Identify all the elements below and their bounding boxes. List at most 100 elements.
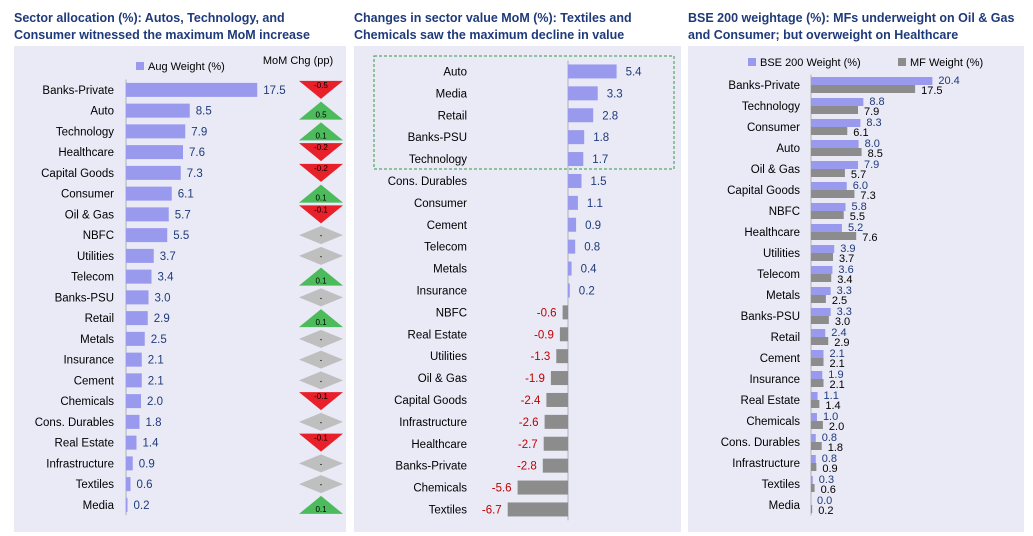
- chart3-value-label-bse: 2.1: [829, 348, 844, 360]
- chart1-category-label: Oil & Gas: [65, 209, 114, 221]
- chart1-change-up-icon: [299, 101, 343, 120]
- chart3-bar-bse: [811, 329, 826, 337]
- chart1-bar: [126, 228, 168, 243]
- chart3-value-label-bse: 3.9: [840, 243, 855, 255]
- chart1-category-label: Telecom: [71, 272, 114, 284]
- chart1-category-label: Banks-PSU: [55, 292, 114, 304]
- chart3-bar-mf: [811, 169, 845, 177]
- chart1-category-label: Cement: [74, 375, 115, 387]
- chart1-category-label: Healthcare: [58, 147, 114, 159]
- chart3-category-label: Healthcare: [744, 227, 800, 239]
- chart1-change-up-icon: [299, 184, 343, 203]
- chart1-change-flat-icon: [299, 475, 343, 494]
- chart1-change-down-icon: [299, 205, 343, 224]
- chart1-title: Sector allocation (%): Autos, Technology…: [14, 11, 310, 42]
- chart3-bar-bse: [811, 308, 831, 316]
- chart3-value-label-bse: 7.9: [864, 159, 879, 171]
- chart3-value-label-bse: 1.9: [828, 369, 843, 381]
- chart1-change-label: 0.1: [315, 131, 327, 140]
- chart3-category-label: Banks-Private: [728, 80, 800, 92]
- chart3-category-label: Cons. Durables: [721, 437, 801, 449]
- chart3-category-label: Metals: [766, 290, 800, 302]
- chart3-bar-bse: [811, 476, 813, 484]
- chart3-bar-bse: [811, 266, 833, 274]
- chart3-bar-mf: [811, 505, 813, 513]
- chart1-change-up-icon: [299, 122, 343, 141]
- chart3-value-label-bse: 3.3: [837, 306, 852, 318]
- chart3-value-label-mf: 1.8: [828, 442, 843, 454]
- chart3-bar-mf: [811, 463, 817, 471]
- chart3-value-label-mf: 0.6: [821, 484, 836, 496]
- chart1-change-label: -0.2: [314, 164, 328, 173]
- chart3-value-label-bse: 0.8: [822, 432, 837, 444]
- chart1-change-flat-icon: [299, 329, 343, 348]
- chart3-category-label: Media: [769, 500, 801, 512]
- chart1-category-label: Insurance: [63, 355, 114, 367]
- chart1-category-label: Consumer: [61, 189, 114, 201]
- chart2-bar-negative: [559, 327, 568, 342]
- chart2-value-label: 0.9: [585, 220, 601, 232]
- chart3-bar-bse: [811, 371, 823, 379]
- chart3-bar-mf: [811, 295, 826, 303]
- chart3-value-label-mf: 7.3: [860, 190, 875, 202]
- chart2-value-label: -1.3: [530, 351, 550, 363]
- chart1-bar: [126, 269, 152, 284]
- chart3-value-label-mf: 7.6: [862, 232, 877, 244]
- chart2-category-label: Oil & Gas: [418, 373, 467, 385]
- chart2-bar-negative: [543, 436, 568, 451]
- chart1-change-down-icon: [299, 433, 343, 452]
- chart2-bar-positive: [568, 173, 582, 188]
- chart3-category-label: Utilities: [763, 248, 800, 260]
- chart2-value-label: -6.7: [482, 504, 502, 516]
- chart1-bar: [126, 124, 186, 139]
- chart2-category-label: Cons. Durables: [388, 176, 468, 188]
- chart1-value-label: 2.0: [147, 396, 163, 408]
- chart1-change-up-icon: [299, 267, 343, 286]
- chart3-value-label-mf: 17.5: [921, 85, 942, 97]
- chart3-bar-mf: [811, 232, 857, 240]
- chart1-change-flat-icon: [299, 226, 343, 245]
- chart1-value-label: 5.7: [175, 209, 191, 221]
- chart3-value-label-bse: 5.2: [848, 222, 863, 234]
- chart1-bar: [126, 497, 128, 512]
- chart2-bar-negative: [546, 392, 568, 407]
- chart1-bar: [126, 186, 172, 201]
- chart3-category-label: Auto: [776, 143, 800, 155]
- chart2-category-label: Consumer: [414, 198, 467, 210]
- chart2-value-label: 5.4: [626, 66, 643, 78]
- chart2-value-label: 1.5: [591, 176, 607, 188]
- chart1-bar: [126, 207, 169, 222]
- chart2-category-label: Banks-Private: [395, 461, 467, 473]
- chart3-category-label: Consumer: [747, 122, 800, 134]
- chart1-change-label: -0.1: [314, 392, 328, 401]
- chart2-value-label: -2.7: [518, 439, 538, 451]
- chart3-bar-mf: [811, 484, 815, 492]
- chart3-bar-bse: [811, 245, 835, 253]
- chart2-panel: [354, 46, 681, 532]
- chart1-change-flat-icon: [299, 246, 343, 265]
- chart3-bar-mf: [811, 190, 855, 198]
- chart1-legend-swatch: [136, 62, 144, 70]
- chart1-bar: [126, 290, 149, 305]
- chart3-category-label: Cement: [760, 353, 801, 365]
- chart1-change-label: 0.1: [315, 194, 327, 203]
- chart2-value-label: -2.8: [517, 461, 537, 473]
- chart3-legend-swatch-bse: [748, 58, 756, 66]
- chart1-legend-label: Aug Weight (%): [148, 61, 225, 73]
- chart1-category-label: Retail: [85, 313, 114, 325]
- chart1-value-label: 3.0: [155, 292, 171, 304]
- chart2-bar-negative: [544, 414, 568, 429]
- chart2-bar-positive: [568, 152, 584, 167]
- chart2-bar-negative: [562, 305, 568, 320]
- chart2-title: Changes in sector value MoM (%): Textile…: [354, 11, 632, 42]
- chart3-legend-label-mf: MF Weight (%): [910, 57, 983, 69]
- chart3-value-label-bse: 1.0: [823, 411, 838, 423]
- chart1-change-header: MoM Chg (pp): [263, 55, 333, 67]
- chart3-value-label-bse: 0.0: [817, 495, 832, 507]
- chart3-value-label-bse: 1.1: [824, 390, 839, 402]
- chart3-category-label: Technology: [742, 101, 800, 113]
- chart3-bar-mf: [811, 421, 823, 429]
- chart3-bar-mf: [811, 400, 820, 408]
- chart3-category-label: NBFC: [769, 206, 800, 218]
- chart1-bar: [126, 311, 148, 326]
